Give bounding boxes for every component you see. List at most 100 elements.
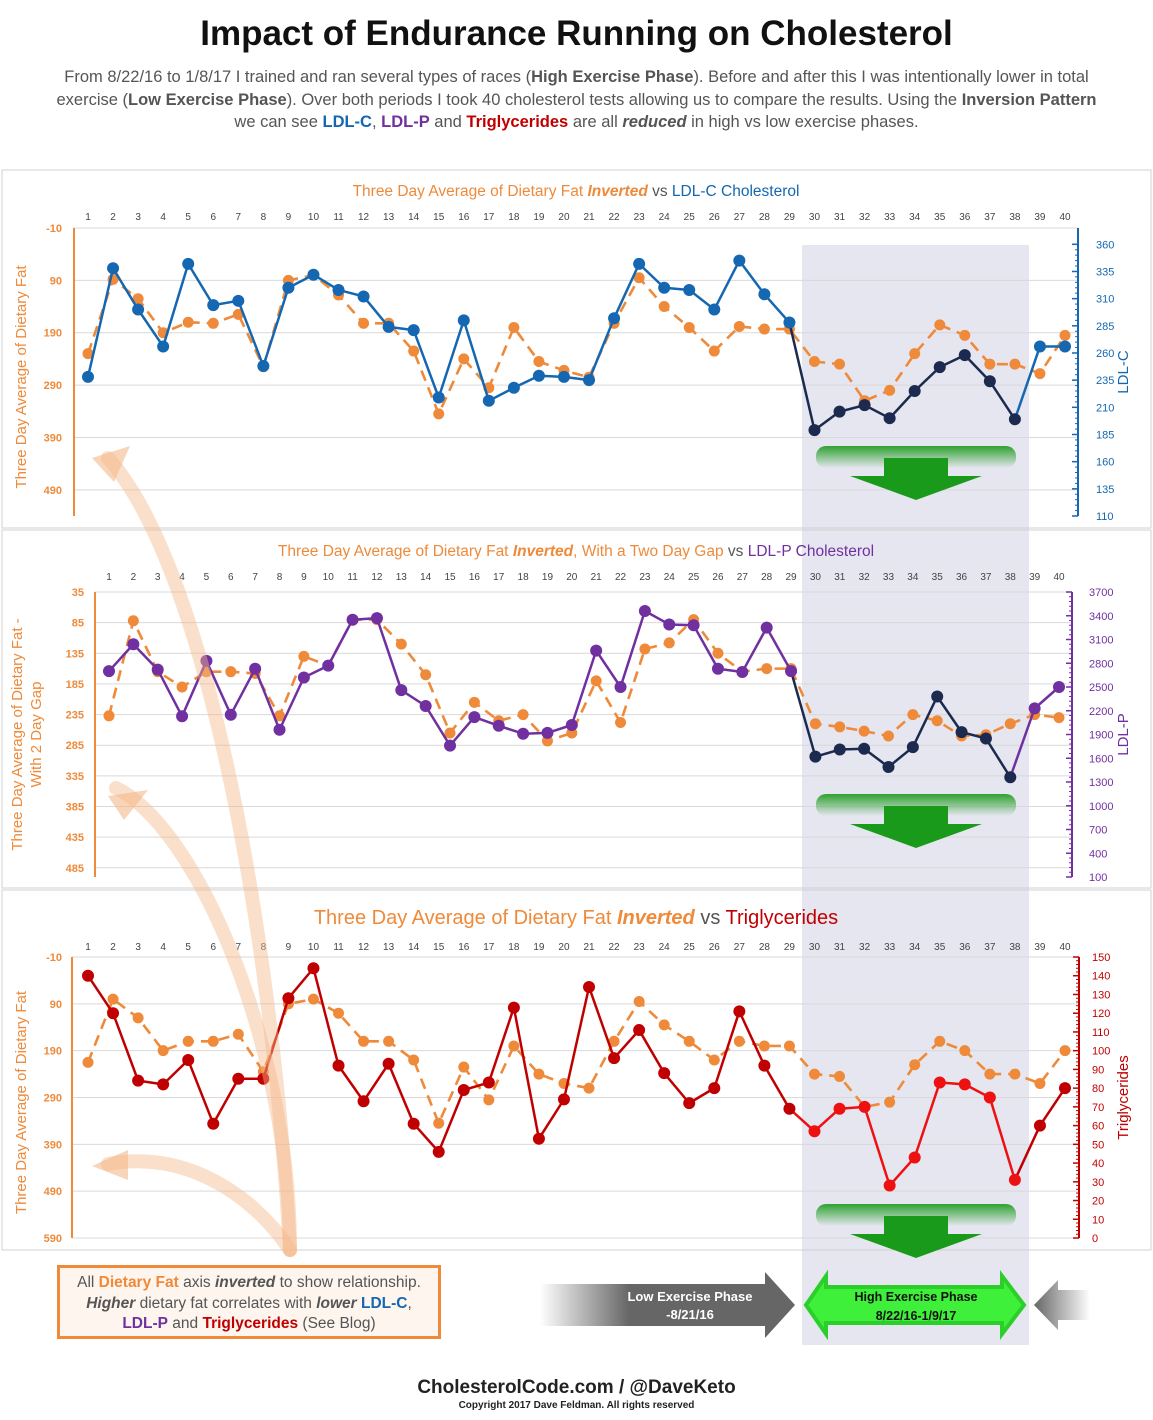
series-segment [362,1063,390,1102]
point-dietary-fat [583,1082,595,1094]
category-label: 1 [85,942,91,953]
category-label: 34 [909,212,921,223]
category-label: 9 [286,942,292,953]
point-dietary-fat [182,1035,194,1047]
series-segment [595,649,622,688]
point-dietary-fat [882,730,894,742]
series-segment [205,660,232,716]
category-label: 21 [591,572,603,583]
right-tick-label: 2500 [1089,682,1113,694]
data-point [419,700,432,712]
series-segment [911,695,939,748]
category-label: 8 [261,212,267,223]
series-segment [412,1122,440,1153]
data-point [633,1024,646,1037]
note-text: dietary fat correlates with [135,1294,317,1312]
subtitle-text: ). Before and after this I was intention… [56,68,1089,109]
point-dietary-fat [107,993,119,1005]
data-point [468,711,481,724]
right-tick-label: 3400 [1089,611,1113,623]
data-point [107,262,120,275]
left-tick-label: 135 [66,648,84,660]
left-tick-label: 290 [44,380,62,392]
series-segment [412,329,440,398]
left-axis-label-line: With 2 Day Gap [28,682,45,788]
data-point [407,324,420,337]
category-label: 4 [160,942,166,953]
category-label: 16 [469,572,481,583]
point-dietary-fat [157,1045,169,1057]
right-tick-label: 150 [1092,952,1110,964]
point-dietary-fat [225,666,237,678]
category-label: 33 [883,572,895,583]
data-point [182,257,195,270]
right-tick-label: 1000 [1089,801,1113,813]
data-point [663,618,676,631]
series-segment [738,1010,766,1067]
category-label: 2 [110,212,116,223]
series-segment [180,660,208,717]
category-label: 9 [301,572,307,583]
category-label: 35 [934,212,946,223]
data-point [708,1082,721,1095]
point-dietary-fat [934,1035,946,1047]
data-point [590,644,603,657]
chart-title: Three Day Average of Dietary Fat Inverte… [314,907,838,929]
data-point [332,283,345,296]
series-segment [984,737,1012,778]
category-label: 11 [333,942,344,953]
data-point [1033,1119,1046,1132]
series-segment [562,986,591,1100]
right-tick-label: 2200 [1089,706,1113,718]
chart-title-part: Triglycerides [726,907,839,929]
category-label: 16 [458,212,470,223]
left-axis-label-line: Three Day Average of Dietary Fat - [9,618,26,850]
right-tick-label: 3100 [1089,635,1113,647]
series-segment [741,627,768,673]
data-point [658,281,671,294]
right-axis-label: LDL-C [1115,350,1132,394]
series-segment [161,263,190,347]
data-point [151,663,164,676]
series-segment [863,1106,891,1186]
note-text: All [77,1274,99,1291]
series-segment [765,627,793,672]
subtitle-high-phase: High Exercise Phase [531,68,694,86]
data-point [785,665,798,678]
series-segment [988,380,1016,420]
right-tick-label: 160 [1096,457,1114,469]
left-tick-label: 290 [44,1093,62,1105]
data-point [492,719,505,732]
series-segment [187,1059,215,1125]
arrowhead-icon [92,1150,128,1180]
data-point [711,662,724,675]
point-dietary-fat [858,725,870,737]
right-tick-label: 70 [1092,1102,1104,1114]
point-dietary-fat [1034,368,1046,380]
data-point [395,684,408,697]
left-tick-label: 390 [44,432,62,444]
category-label: 27 [734,212,746,223]
data-point [983,375,996,388]
category-label: 10 [308,212,320,223]
point-dietary-fat [808,1068,820,1080]
series-segment [512,1007,541,1139]
data-point [82,370,94,383]
data-point [614,681,627,693]
point-dietary-fat [533,356,545,368]
category-label: 36 [959,212,971,223]
series-segment [613,1029,641,1059]
series-segment [763,1065,791,1110]
data-point [833,405,846,418]
category-label: 33 [884,942,896,953]
category-label: 39 [1029,572,1041,583]
point-dietary-fat [758,1040,770,1052]
point-dietary-fat [533,1068,545,1080]
series-segment [449,716,476,747]
right-tick-label: 0 [1092,1233,1098,1245]
category-label: 30 [809,212,821,223]
category-label: 15 [433,212,445,223]
category-label: 31 [834,572,846,583]
category-label: 3 [155,572,161,583]
left-tick-label: 90 [50,999,62,1011]
